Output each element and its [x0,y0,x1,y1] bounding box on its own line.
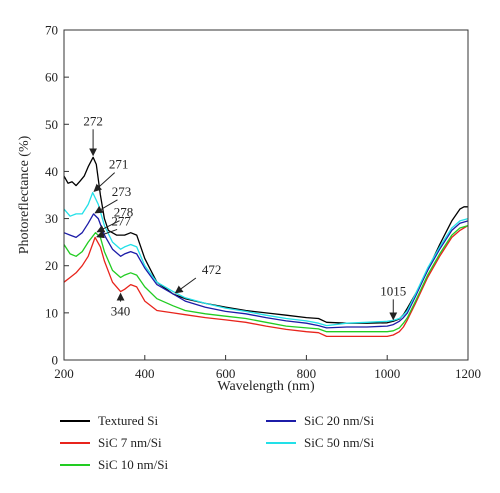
series-line-sic-20-nm-si [63,213,469,329]
annotation-arrow [96,228,118,239]
annotation-label: 1015 [380,283,406,298]
legend-item: SiC 10 nm/Si [60,456,168,474]
legend-label: SiC 7 nm/Si [98,435,162,450]
annotation-label: 278 [114,205,134,220]
legend-swatch [60,464,90,466]
y-tick-label: 60 [45,70,58,85]
axes: 200 400 600 800 1000 1200 0 10 20 30 40 50 60 70 [45,23,481,382]
y-tick-label: 50 [45,117,58,132]
annotation-label: 340 [111,304,131,319]
legend-label: SiC 20 nm/Si [304,413,375,428]
annotation-label: 271 [109,157,129,172]
legend-item: Textured Si [60,412,158,430]
annotation-label: 277 [111,213,131,228]
legend-label: Textured Si [98,413,159,428]
x-tick-label: 1000 [374,366,400,381]
legend-swatch [266,442,296,444]
x-axis-label: Wavelength (nm) [217,379,315,394]
series-line-sic-7-nm-si [63,225,469,338]
annotation-label: 472 [202,262,222,277]
x-tick-label: 400 [135,366,155,381]
legend-swatch [60,420,90,422]
y-tick-label: 0 [52,353,59,368]
x-tick-label: 600 [216,366,236,381]
y-tick-label: 70 [45,23,58,38]
annotation-label: 273 [112,184,132,199]
legend-label: SiC 10 nm/Si [98,457,169,472]
annotation-arrow [174,277,197,294]
legend-swatch [60,442,90,444]
x-tick-label: 1200 [455,366,481,381]
legend-label: SiC 50 nm/Si [304,435,375,450]
y-tick-label: 10 [45,305,58,320]
series-line-textured-si [63,156,468,324]
annotation-arrow [93,172,116,192]
legend-item: SiC 7 nm/Si [60,434,162,452]
y-tick-label: 30 [45,211,58,226]
legend-swatch [266,420,296,422]
series-line-sic-10-nm-si [63,224,469,333]
y-axis-label: Photoreflectance (%) [17,135,32,254]
annotation-label: 272 [83,113,103,128]
x-tick-label: 800 [297,366,317,381]
legend-item: SiC 50 nm/Si [266,434,374,452]
y-tick-label: 20 [45,258,58,273]
annotation-arrow [96,220,120,233]
annotation-arrow [94,199,118,214]
plot-frame [63,29,469,361]
x-tick-label: 200 [54,366,74,381]
y-tick-label: 40 [45,164,58,179]
legend-item: SiC 20 nm/Si [266,412,374,430]
legend: Textured Si SiC 7 nm/Si SiC 10 nm/Si SiC 20… [60,412,500,482]
